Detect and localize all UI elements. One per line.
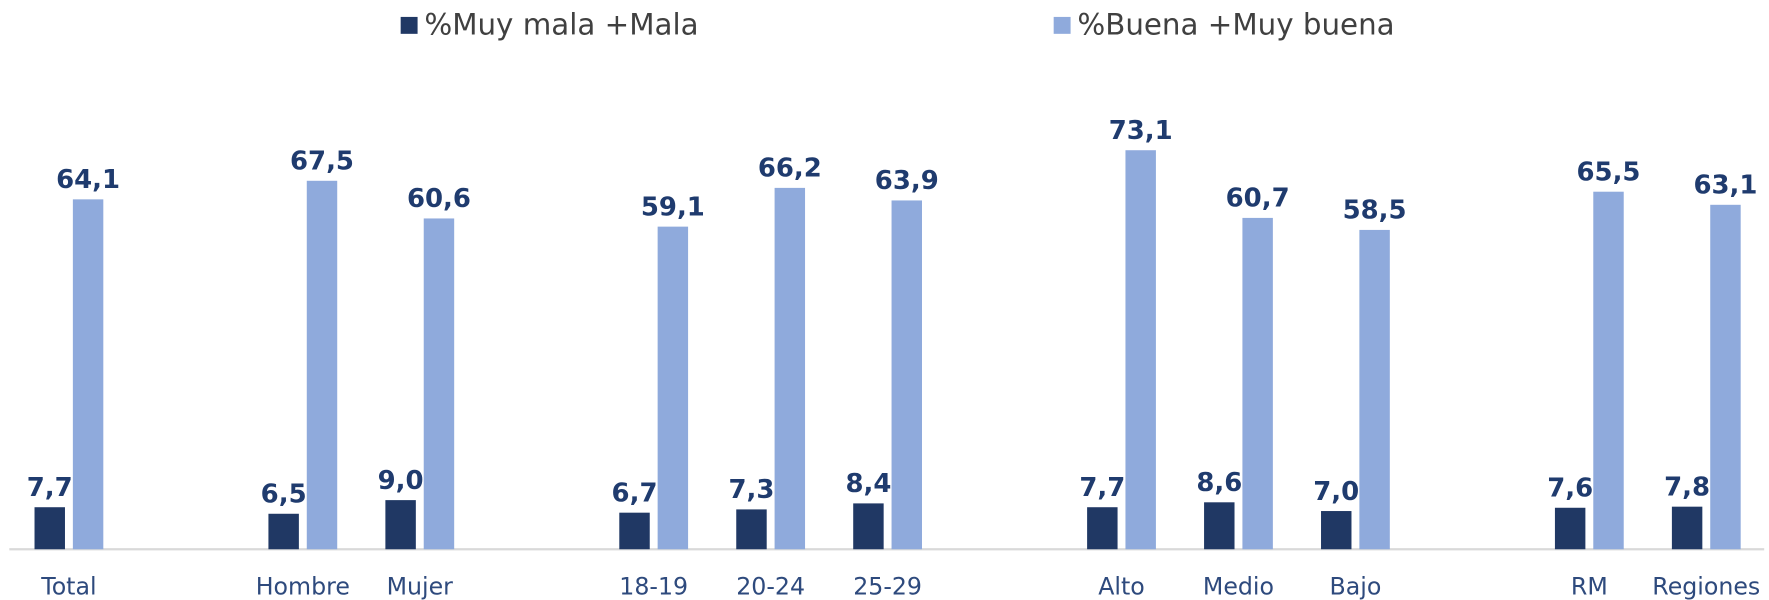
data-label: 7,7	[1079, 473, 1125, 503]
bar	[72, 199, 104, 550]
data-label: 63,1	[1693, 171, 1757, 201]
bar	[853, 503, 884, 550]
bar	[891, 200, 922, 550]
data-label: 60,7	[1226, 184, 1290, 214]
data-label: 7,6	[1547, 473, 1593, 503]
bar	[774, 187, 806, 550]
bar	[1242, 217, 1273, 550]
bar	[1671, 506, 1703, 550]
bar	[268, 513, 299, 550]
data-label: 73,1	[1109, 116, 1173, 146]
x-tick-label: Mujer	[387, 572, 454, 600]
x-tick-label: Hombre	[256, 572, 350, 600]
data-label: 67,5	[290, 147, 354, 177]
bar	[306, 180, 338, 550]
data-label: 6,5	[261, 479, 307, 509]
bar	[385, 500, 416, 550]
data-label: 64,1	[56, 165, 120, 195]
bar	[1125, 150, 1156, 550]
data-label: 7,0	[1313, 477, 1359, 507]
x-tick-label: 25-29	[853, 572, 922, 600]
bar	[1087, 507, 1118, 550]
bar	[1321, 511, 1352, 550]
x-tick-label: RM	[1571, 572, 1608, 600]
data-label: 63,9	[875, 166, 939, 196]
data-label: 7,8	[1664, 472, 1710, 502]
legend-label: %Muy mala +Mala	[424, 7, 698, 41]
data-label: 8,6	[1196, 468, 1242, 498]
bar	[1359, 229, 1390, 550]
legend-label: %Buena +Muy buena	[1077, 7, 1394, 41]
x-tick-label: Bajo	[1330, 572, 1382, 600]
data-label: 9,0	[378, 466, 424, 496]
data-label: 59,1	[641, 192, 705, 222]
data-label: 65,5	[1577, 157, 1641, 187]
data-label: 58,5	[1343, 196, 1407, 226]
x-tick-label: Alto	[1098, 572, 1145, 600]
x-tick-label: Total	[40, 572, 96, 600]
bar	[736, 509, 767, 550]
bar	[1554, 507, 1586, 550]
data-label: 8,4	[845, 469, 891, 499]
data-label: 6,7	[612, 478, 658, 508]
bar	[1204, 502, 1235, 550]
x-tick-label: Medio	[1203, 572, 1274, 600]
bar	[423, 218, 455, 550]
x-tick-label: 18-19	[619, 572, 688, 600]
bar	[34, 507, 65, 550]
bar	[657, 226, 689, 550]
x-tick-label: 20-24	[736, 572, 805, 600]
bar	[1593, 191, 1624, 550]
data-label: 7,3	[729, 475, 775, 505]
data-label: 66,2	[758, 154, 822, 184]
bar	[619, 512, 650, 550]
data-label: 7,7	[27, 473, 73, 503]
legend-swatch	[400, 16, 418, 34]
data-label: 60,6	[407, 184, 471, 214]
bar	[1710, 204, 1741, 550]
legend-swatch	[1053, 16, 1071, 34]
x-tick-label: Regiones	[1652, 572, 1760, 600]
